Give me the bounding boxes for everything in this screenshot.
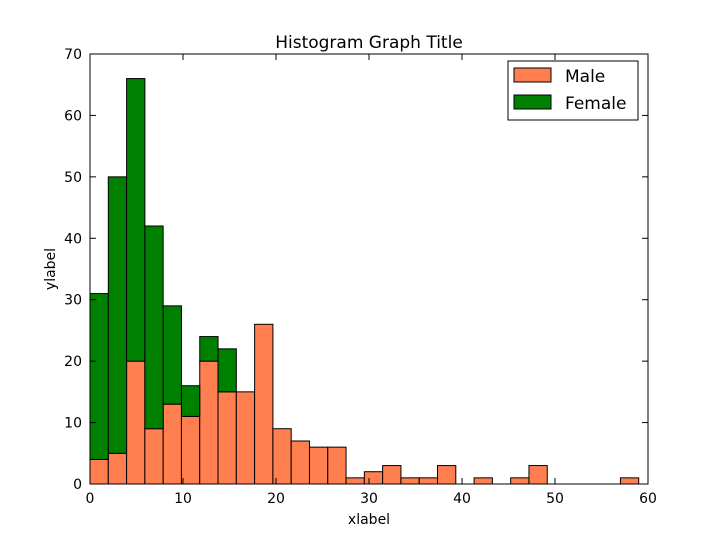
chart-title: Histogram Graph Title xyxy=(275,33,463,53)
bar-male-5 xyxy=(180,415,201,485)
ticks-layer: 0 10 20 30 40 50 60 0 10 20 30 40 50 60 70 xyxy=(64,47,657,507)
x-tick-label: 0 xyxy=(86,491,95,507)
x-tick-label: 20 xyxy=(267,491,285,507)
bar-male-29 xyxy=(619,477,640,485)
bar-male-23 xyxy=(510,477,530,485)
bar-male-9 xyxy=(254,323,274,485)
x-tick-label: 40 xyxy=(453,491,471,507)
bar-male-3 xyxy=(144,428,164,485)
bar-male-2 xyxy=(126,360,146,485)
y-tick-label: 40 xyxy=(64,231,82,247)
legend-swatch-male xyxy=(513,67,552,83)
y-tick-label: 10 xyxy=(64,416,82,432)
bar-male-11 xyxy=(290,440,310,485)
bar-male-17 xyxy=(400,477,420,485)
bars-layer xyxy=(89,78,640,485)
bar-male-13 xyxy=(327,446,347,485)
bar-female-0 xyxy=(89,293,109,460)
bar-male-21 xyxy=(473,477,493,485)
legend-swatch-female xyxy=(513,94,552,110)
bar-male-7 xyxy=(217,391,237,485)
bar-female-4 xyxy=(162,305,182,405)
bar-male-1 xyxy=(107,452,128,485)
bar-male-16 xyxy=(382,465,402,485)
x-tick-label: 60 xyxy=(639,491,657,507)
bar-male-15 xyxy=(363,471,384,485)
bar-female-3 xyxy=(144,225,164,430)
y-tick-label: 70 xyxy=(64,47,82,63)
bar-female-2 xyxy=(126,78,146,362)
bar-female-1 xyxy=(107,176,128,454)
x-tick-label: 50 xyxy=(546,491,564,507)
bar-male-18 xyxy=(418,477,439,485)
y-tick-label: 20 xyxy=(64,354,82,370)
bar-male-0 xyxy=(89,458,109,485)
bar-male-24 xyxy=(528,465,548,485)
bar-male-19 xyxy=(437,465,457,485)
y-tick-label: 50 xyxy=(64,170,82,186)
bar-male-6 xyxy=(199,360,219,485)
y-axis-label: ylabel xyxy=(43,248,59,290)
x-tick-label: 10 xyxy=(174,491,192,507)
y-tick-label: 60 xyxy=(64,108,82,124)
x-tick-label: 30 xyxy=(360,491,378,507)
x-axis-label: xlabel xyxy=(348,512,390,528)
bar-male-8 xyxy=(235,391,256,485)
legend: Male Female xyxy=(507,60,639,121)
y-tick-label: 0 xyxy=(73,477,82,493)
legend-label-male: Male xyxy=(565,67,605,87)
bar-female-5 xyxy=(180,385,201,417)
y-tick-label: 30 xyxy=(64,293,82,309)
bar-male-12 xyxy=(308,446,329,485)
bar-male-14 xyxy=(345,477,365,485)
legend-label-female: Female xyxy=(565,94,626,114)
bar-male-4 xyxy=(162,403,182,485)
bar-female-6 xyxy=(199,336,219,362)
bar-female-7 xyxy=(217,348,237,393)
bar-male-10 xyxy=(272,428,292,485)
